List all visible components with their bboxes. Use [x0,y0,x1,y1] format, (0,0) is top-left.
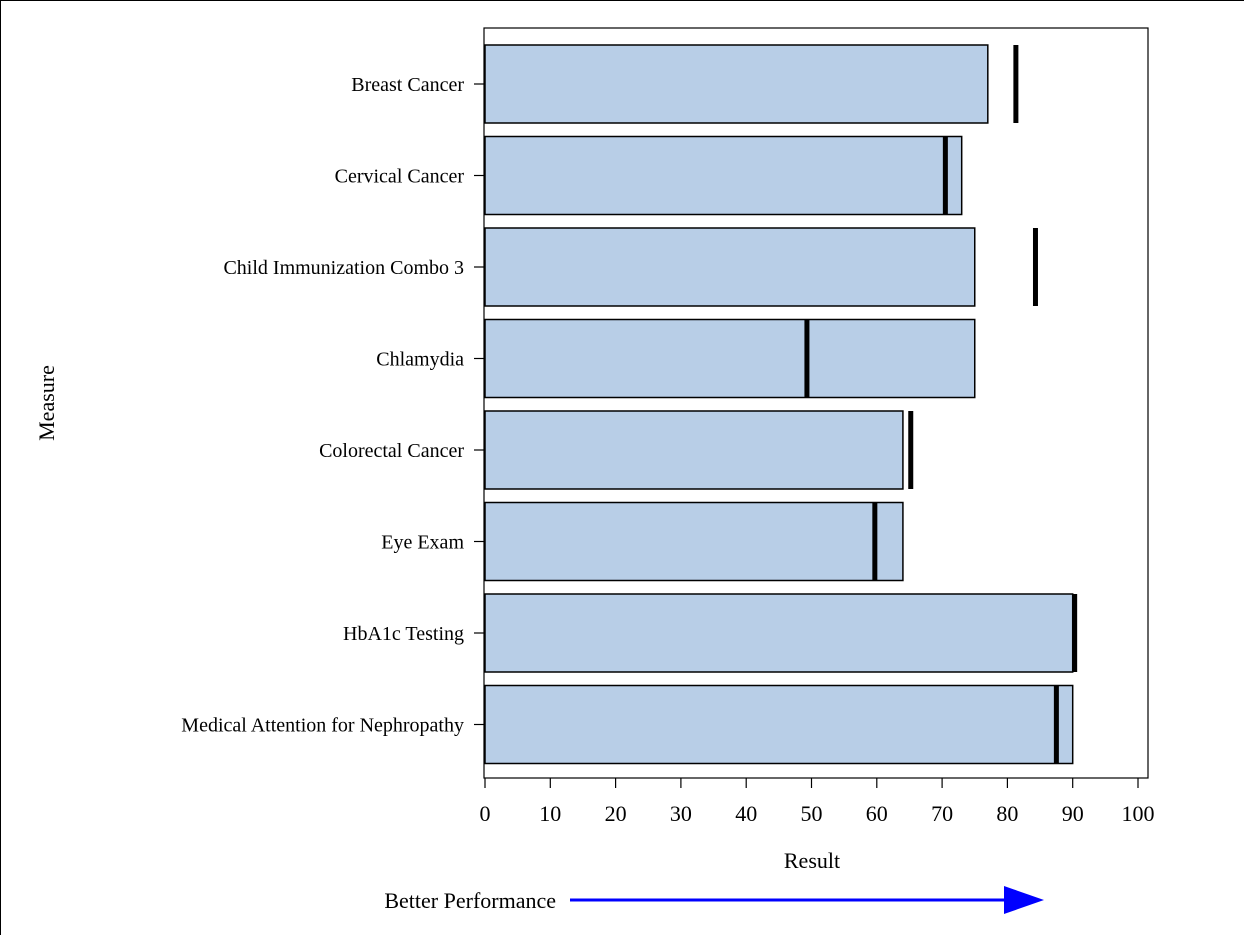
bar [484,227,976,307]
bar [484,318,976,399]
y-tick-label: Medical Attention for Nephropathy [181,715,464,737]
x-axis: 0 10 20 30 40 50 60 70 80 90 100 [480,778,1155,826]
y-tick-label: Eye Exam [381,532,464,554]
bar [484,684,1074,765]
bar [484,501,904,582]
better-performance-label: Better Performance [384,888,556,913]
bar [484,593,1074,673]
bar [484,44,989,124]
x-tick-label: 0 [480,801,491,826]
y-tick-label: HbA1c Testing [343,623,464,645]
y-axis: Breast Cancer Cervical Cancer Child Immuni… [181,74,484,737]
bar [484,410,904,490]
bar [484,135,963,216]
x-tick-label: 30 [670,801,692,826]
x-tick-label: 60 [866,801,888,826]
x-axis-title: Result [784,848,840,873]
y-tick-label: Cervical Cancer [335,166,465,188]
y-tick-label: Child Immunization Combo 3 [223,257,464,279]
x-tick-label: 50 [801,801,823,826]
x-tick-label: 80 [996,801,1018,826]
plot-area [483,27,1149,779]
x-tick-label: 100 [1122,801,1155,826]
x-tick-label: 90 [1062,801,1084,826]
better-performance-arrow-icon [570,886,1044,914]
bars-group [484,44,1074,765]
y-axis-title: Measure [34,365,59,441]
x-tick-label: 20 [605,801,627,826]
x-tick-label: 40 [735,801,757,826]
y-tick-label: Breast Cancer [351,74,464,96]
x-tick-label: 70 [931,801,953,826]
y-tick-label: Chlamydia [376,349,464,371]
x-tick-label: 10 [539,801,561,826]
target-markers-group [804,45,1078,764]
y-tick-label: Colorectal Cancer [319,440,464,462]
